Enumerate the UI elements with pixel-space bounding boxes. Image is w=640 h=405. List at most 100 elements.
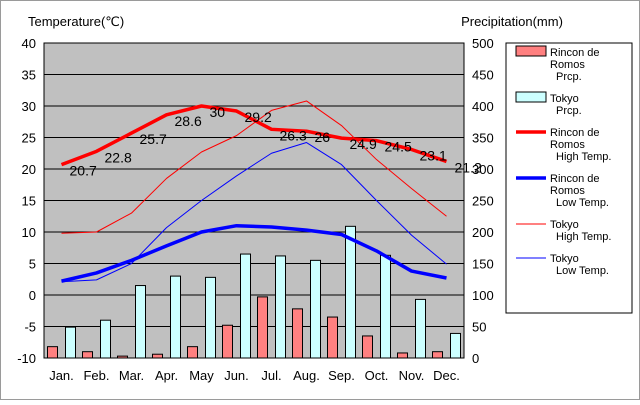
bar-tokyo-precip [65,326,76,359]
bar-rincon-precip [257,296,268,359]
y-right-tick-label: 450 [472,68,494,83]
legend-label: High Temp. [556,231,611,243]
bar-tokyo-precip [135,285,146,359]
bar-tokyo-precip [100,319,111,359]
legend-label: Prcp. [556,71,582,83]
y-right-tick-label: 150 [472,257,494,272]
data-label: 21.2 [455,159,482,175]
x-tick-label: May [189,368,214,383]
line-rincon-high [60,104,448,167]
line-rincon-low [61,223,447,283]
left-axis-title: Temperature(℃) [28,14,124,29]
data-label: 26.3 [280,127,307,143]
x-tick-label: Jul. [261,368,281,383]
legend-label: Romos [550,139,585,151]
bar-rincon-precip [432,351,443,359]
y-right-tick-label: 100 [472,288,494,303]
legend-label: Prcp. [556,105,582,117]
bar-layer [47,225,461,359]
x-axis: Jan. Feb. Mar. Apr. May Jun. Jul. Aug. Sep. Oct. N… [49,368,460,383]
bar-rincon-precip [362,335,373,359]
x-tick-label: Oct. [365,368,389,383]
line-tokyo-low [61,142,447,283]
bar-tokyo-precip [450,332,461,359]
bar-tokyo-precip [345,225,356,359]
y-left-tick-label: 40 [22,36,36,51]
y-right-tick-label: 50 [472,320,486,335]
bar-tokyo-precip [170,275,181,359]
x-tick-label: Feb. [83,368,109,383]
y-left-tick-label: 30 [22,99,36,114]
x-tick-label: Nov. [399,368,425,383]
bar-rincon-precip [327,316,338,359]
data-label: 26 [315,129,331,145]
data-label: 20.7 [70,163,97,179]
data-label: 29.2 [245,109,272,125]
line-layer [60,100,448,283]
y-left-tick-label: 10 [22,225,36,240]
legend-label: High Temp. [556,151,611,163]
y-left-tick-label: -10 [17,351,36,366]
legend-label: Low Temp. [556,265,609,277]
y-left-tick-label: 35 [22,68,36,83]
y-right-tick-label: 0 [472,351,479,366]
y-left-tick-label: 5 [29,257,36,272]
data-label: 25.7 [140,131,167,147]
bar-rincon-precip [292,308,303,359]
y-right-tick-label: 500 [472,36,494,51]
bar-rincon-precip [397,352,408,359]
y-right-tick-label: 350 [472,131,494,146]
data-label-layer: 20.7 22.8 25.7 28.6 30 29.2 26.3 26 24.9 24.5 23.1… [70,104,482,179]
x-tick-label: Aug. [293,368,320,383]
bar-rincon-precip [222,324,233,359]
right-axis-title: Precipitation(mm) [461,14,563,29]
legend-swatch [515,91,547,103]
y-left-tick-label: 20 [22,162,36,177]
right-axis: 0 50 100 150 200 250 300 350 400 450 500 [472,36,494,366]
bar-tokyo-precip [205,276,216,359]
legend-swatch [515,45,547,57]
y-left-tick-label: 15 [22,194,36,209]
bar-rincon-precip [117,355,128,359]
y-left-tick-label: 25 [22,131,36,146]
bar-tokyo-precip [310,259,321,359]
gridlines [44,74,464,327]
data-label: 28.6 [175,113,202,129]
bar-tokyo-precip [240,253,251,359]
y-right-tick-label: 200 [472,225,494,240]
legend-label: Tokyo [550,219,579,231]
legend-label: Rincon de [550,173,600,185]
y-right-tick-label: 400 [472,99,494,114]
bar-rincon-precip [152,353,163,359]
line-tokyo-high [61,100,447,234]
y-right-tick-label: 250 [472,194,494,209]
bar-tokyo-precip [380,254,391,359]
x-tick-label: Mar. [119,368,144,383]
legend-label: Tokyo [550,253,579,265]
y-right-tick-label: 300 [472,162,494,177]
bar-tokyo-precip [415,298,426,359]
x-tick-label: Jun. [224,368,249,383]
x-tick-label: Jan. [49,368,74,383]
legend-label: Romos [550,185,585,197]
bar-rincon-precip [47,346,58,359]
bar-rincon-precip [82,351,93,359]
data-label: 24.9 [350,136,377,152]
y-left-tick-label: -5 [24,320,36,335]
bar-rincon-precip [187,346,198,359]
x-tick-label: Apr. [155,368,178,383]
data-label: 22.8 [105,149,132,165]
legend-label: Romos [550,59,585,71]
data-label: 24.5 [385,139,412,155]
legend-label: Rincon de [550,47,600,59]
bar-tokyo-precip [275,255,286,359]
data-label: 30 [210,104,226,120]
